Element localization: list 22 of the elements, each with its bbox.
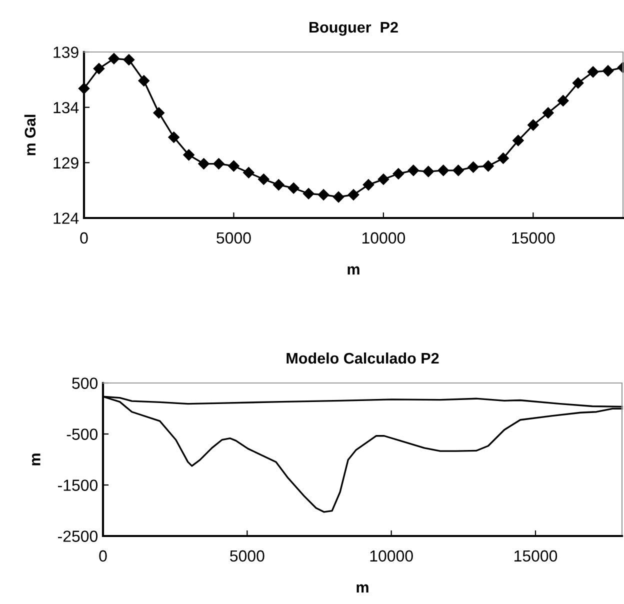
x-tick-label: 10000: [370, 550, 413, 562]
y-tick-label: 139: [54, 46, 78, 58]
y-tick-label: -500: [66, 428, 98, 440]
y-tick-label: 134: [54, 102, 79, 114]
x-tick-label: 0: [99, 550, 107, 562]
x-tick-label: 15000: [514, 550, 558, 562]
chart-title: Bouguer P2: [310, 22, 398, 36]
y-axis-title: m: [32, 454, 40, 466]
x-tick-label: 5000: [216, 232, 251, 244]
y-tick-label: -1500: [58, 480, 98, 491]
x-tick-label: 5000: [230, 550, 264, 562]
chart-title: Modelo Calculado P2: [286, 352, 439, 364]
x-tick-label: 10000: [362, 232, 406, 244]
y-tick-label: 129: [54, 157, 78, 169]
y-tick-label: 500: [72, 378, 98, 389]
x-axis-title: m: [348, 266, 360, 275]
y-tick-label: 124: [54, 212, 79, 224]
y-axis-title: m Gal: [24, 114, 36, 156]
x-axis-title: m: [356, 584, 368, 593]
x-tick-label: 0: [80, 232, 88, 244]
y-tick-label: -2500: [58, 530, 98, 542]
x-tick-label: 15000: [512, 232, 555, 244]
